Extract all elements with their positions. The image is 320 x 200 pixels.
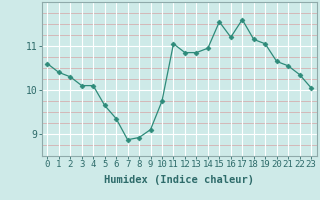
X-axis label: Humidex (Indice chaleur): Humidex (Indice chaleur)	[104, 175, 254, 185]
